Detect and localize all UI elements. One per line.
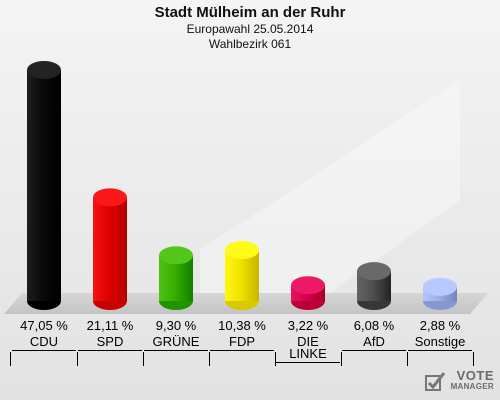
bar-cap xyxy=(93,188,127,207)
category-spd: 21,11 % SPD xyxy=(78,318,142,351)
logo-text-vote: VOTE xyxy=(456,368,494,383)
bar-cap xyxy=(159,246,193,265)
bar-cap xyxy=(423,277,457,296)
bar-cap xyxy=(357,262,391,281)
label-separator xyxy=(143,352,144,366)
vote-manager-logo: VOTE MANAGER xyxy=(424,368,494,394)
label-separator xyxy=(407,352,408,366)
category-label: AfD xyxy=(342,335,406,351)
category-fdp: 10,38 % FDP xyxy=(210,318,274,351)
value-label: 6,08 % xyxy=(353,318,395,333)
district-name: Wahlbezirk 061 xyxy=(208,37,292,51)
label-separator xyxy=(77,352,78,366)
bar-fdp xyxy=(225,241,259,310)
bar-gr-ne xyxy=(159,246,193,310)
category-label: FDP xyxy=(210,335,274,351)
category-label: CDU xyxy=(12,335,76,351)
value-label: 47,05 % xyxy=(20,318,68,333)
label-separator xyxy=(10,352,11,366)
category-sonstige: 2,88 % Sonstige xyxy=(408,318,472,351)
bar-cap xyxy=(27,61,61,79)
label-separator xyxy=(341,352,342,366)
chart-title: Stadt Mülheim an der Ruhr xyxy=(154,4,346,21)
value-label: 9,30 % xyxy=(155,318,197,333)
category-label: SPD xyxy=(78,335,142,351)
bar-body xyxy=(27,70,61,301)
bar-cap xyxy=(225,241,259,260)
bar-body xyxy=(93,197,127,301)
bar-sonstige xyxy=(423,277,457,310)
category-gr-ne: 9,30 % GRÜNE xyxy=(144,318,208,351)
category-afd: 6,08 % AfD xyxy=(342,318,406,351)
election-name: Europawahl 25.05.2014 xyxy=(186,22,314,36)
bar-cdu xyxy=(27,61,61,310)
value-label: 10,38 % xyxy=(218,318,266,333)
category-labels: 47,05 % CDU 21,11 % SPD 9,30 % GRÜNE 10,38 % FD… xyxy=(0,318,500,368)
category-label: DIE LINKE xyxy=(276,335,340,363)
category-cdu: 47,05 % CDU xyxy=(12,318,76,351)
value-label: 2,88 % xyxy=(419,318,461,333)
category-label: Sonstige xyxy=(408,335,472,351)
background-shape xyxy=(200,80,460,293)
bar-cap xyxy=(291,276,325,295)
bar-die-linke xyxy=(291,276,325,310)
checkbox-icon xyxy=(425,372,446,391)
value-label: 3,22 % xyxy=(287,318,329,333)
value-label: 21,11 % xyxy=(86,318,134,333)
category-die-linke: 3,22 % DIE LINKE xyxy=(276,318,340,363)
bar-spd xyxy=(93,188,127,310)
label-separator xyxy=(473,352,474,366)
label-separator xyxy=(275,352,276,366)
bar-afd xyxy=(357,262,391,310)
label-separator xyxy=(209,352,210,366)
logo-text-manager: MANAGER xyxy=(450,382,494,391)
category-label: GRÜNE xyxy=(144,335,208,351)
chart-header: Stadt Mülheim an der Ruhr Europawahl 25.… xyxy=(0,4,500,52)
